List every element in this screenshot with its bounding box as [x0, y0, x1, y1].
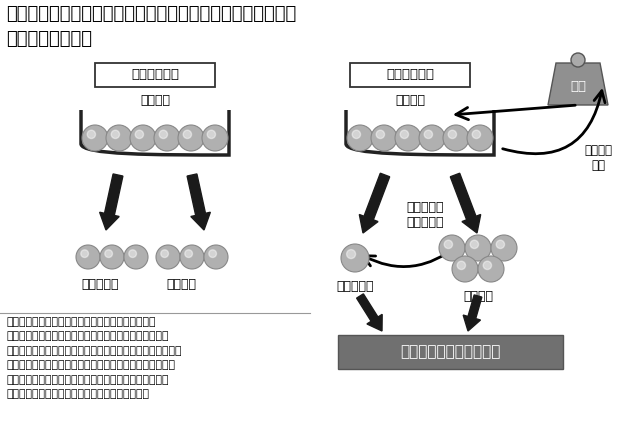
- Text: （認知負荷仮説）: （認知負荷仮説）: [6, 30, 92, 48]
- Circle shape: [444, 240, 453, 248]
- FancyBboxPatch shape: [338, 335, 563, 369]
- Text: 難聴: 難聴: [570, 81, 586, 94]
- Text: 神経変性や脳萎縮の加速: 神経変性や脳萎縮の加速: [401, 344, 501, 360]
- Circle shape: [439, 235, 465, 261]
- Text: 認知的作業: 認知的作業: [81, 278, 119, 291]
- Circle shape: [159, 130, 167, 139]
- Circle shape: [135, 130, 143, 139]
- Text: 聴覚処理: 聴覚処理: [166, 278, 196, 291]
- Circle shape: [82, 125, 108, 151]
- Circle shape: [478, 256, 504, 282]
- Circle shape: [183, 130, 192, 139]
- Circle shape: [185, 250, 192, 257]
- Text: 難聴者の場合: 難聴者の場合: [386, 69, 434, 81]
- Polygon shape: [548, 63, 608, 105]
- Text: 認知資源が
流用される: 認知資源が 流用される: [406, 201, 444, 229]
- Circle shape: [571, 53, 585, 67]
- FancyBboxPatch shape: [350, 63, 470, 87]
- Circle shape: [105, 250, 112, 257]
- Text: 認知資源: 認知資源: [140, 95, 170, 108]
- Circle shape: [341, 244, 369, 272]
- Circle shape: [124, 245, 148, 269]
- Polygon shape: [100, 174, 123, 230]
- Text: 健聴者の場合: 健聴者の場合: [131, 69, 179, 81]
- Text: 難聴があると認知的作業に支障が出ることに考えられる理由: 難聴があると認知的作業に支障が出ることに考えられる理由: [6, 5, 296, 23]
- Circle shape: [424, 130, 433, 139]
- FancyBboxPatch shape: [95, 63, 215, 87]
- Circle shape: [207, 130, 216, 139]
- Circle shape: [204, 245, 228, 269]
- Circle shape: [371, 125, 397, 151]
- Circle shape: [419, 125, 445, 151]
- Text: 認知的作業: 認知的作業: [336, 280, 374, 293]
- Circle shape: [76, 245, 100, 269]
- Circle shape: [400, 130, 409, 139]
- Text: 認知資源
減少: 認知資源 減少: [584, 144, 612, 172]
- Circle shape: [395, 125, 421, 151]
- Polygon shape: [356, 294, 382, 331]
- Circle shape: [352, 130, 360, 139]
- Circle shape: [209, 250, 216, 257]
- Circle shape: [491, 235, 517, 261]
- Polygon shape: [450, 173, 481, 233]
- Circle shape: [452, 256, 478, 282]
- Circle shape: [496, 240, 505, 248]
- Circle shape: [448, 130, 456, 139]
- Circle shape: [100, 245, 124, 269]
- Circle shape: [457, 261, 466, 270]
- Circle shape: [347, 125, 373, 151]
- Circle shape: [467, 125, 493, 151]
- Circle shape: [483, 261, 492, 270]
- Circle shape: [130, 125, 156, 151]
- Circle shape: [106, 125, 132, 151]
- Circle shape: [470, 240, 479, 248]
- Text: 聴覚処理: 聴覚処理: [463, 290, 493, 303]
- Circle shape: [465, 235, 491, 261]
- Text: 難聴者は日常的に聴覚処理に意識や認知の容量が流
用されることにより、聴覚処理以外の認知的作業に費や
すことのできる容量が減ってしまい、その生活を続けるうち
に、: 難聴者は日常的に聴覚処理に意識や認知の容量が流 用されることにより、聴覚処理以外…: [6, 317, 182, 399]
- Circle shape: [347, 250, 355, 259]
- Polygon shape: [187, 174, 210, 230]
- Circle shape: [87, 130, 95, 139]
- Circle shape: [376, 130, 384, 139]
- Circle shape: [472, 130, 480, 139]
- Circle shape: [178, 125, 204, 151]
- Polygon shape: [360, 173, 390, 233]
- Circle shape: [202, 125, 228, 151]
- Circle shape: [111, 130, 120, 139]
- Circle shape: [129, 250, 136, 257]
- Circle shape: [161, 250, 169, 257]
- Circle shape: [156, 245, 180, 269]
- Circle shape: [443, 125, 469, 151]
- Polygon shape: [463, 295, 482, 331]
- Circle shape: [180, 245, 204, 269]
- Text: 認知資源: 認知資源: [395, 95, 425, 108]
- Circle shape: [81, 250, 89, 257]
- Circle shape: [154, 125, 180, 151]
